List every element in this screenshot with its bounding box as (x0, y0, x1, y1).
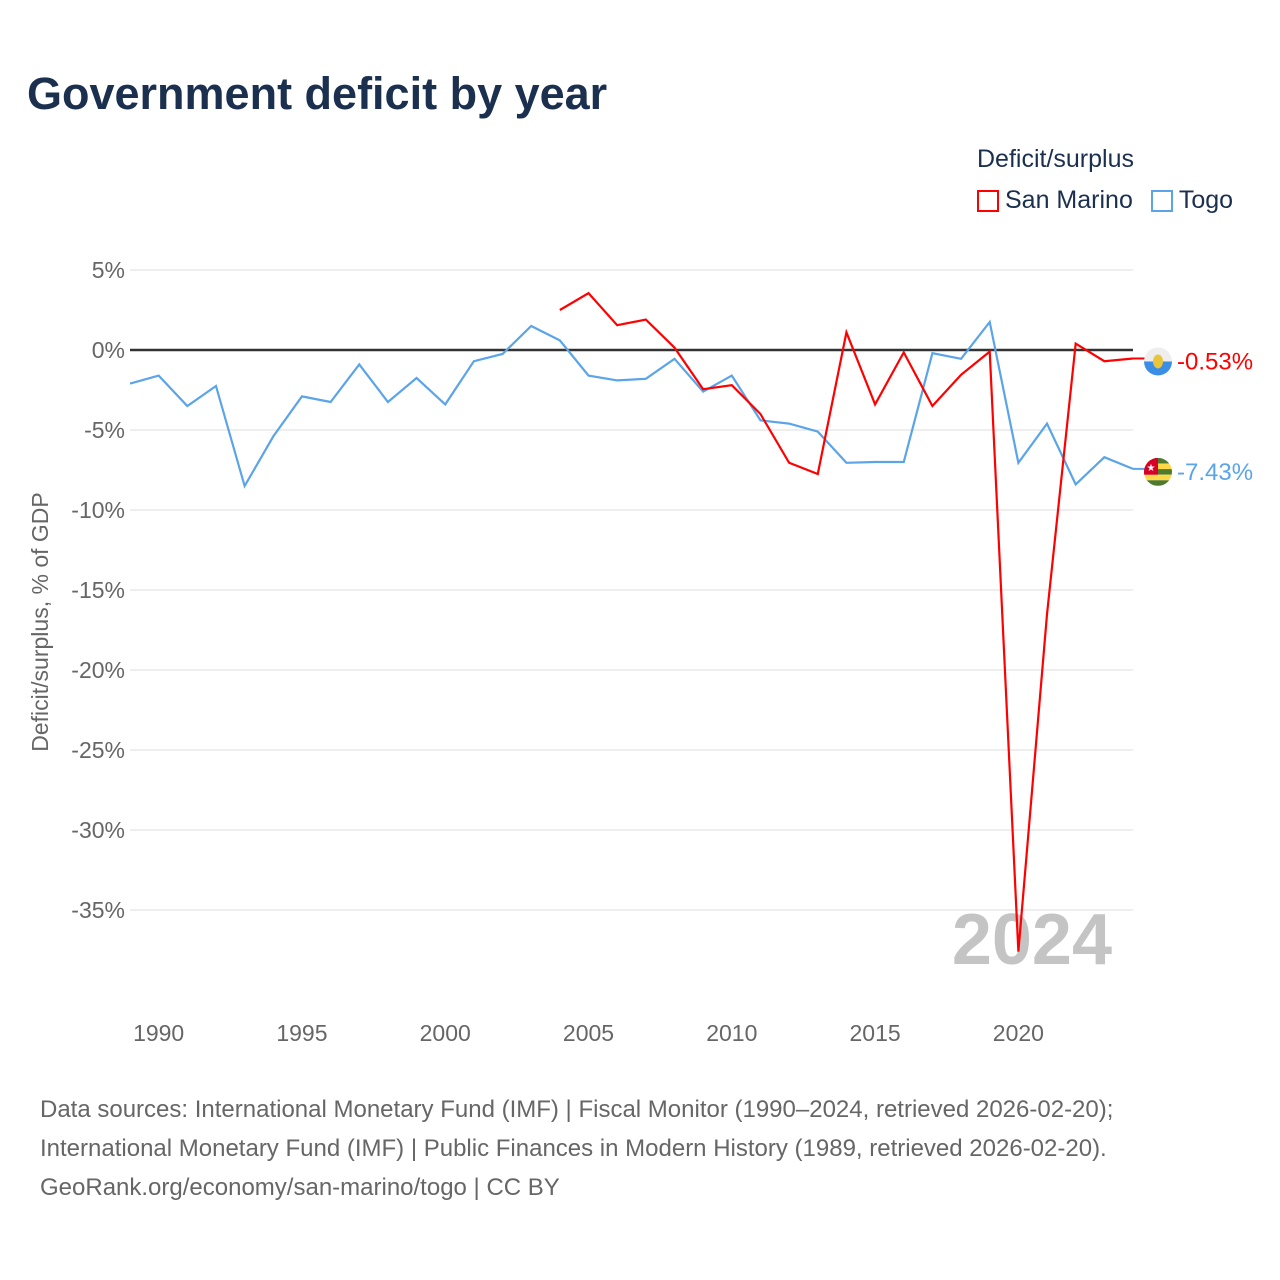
y-tick-label: 5% (92, 257, 125, 283)
source-line: International Monetary Fund (IMF) | Publ… (40, 1135, 1107, 1162)
y-tick-label: -10% (71, 497, 125, 523)
legend-swatch-togo (1150, 189, 1173, 212)
y-tick-label: 0% (92, 337, 125, 363)
legend-item-togo[interactable]: Togo (1150, 186, 1234, 215)
x-tick-label: 2020 (993, 1020, 1044, 1046)
x-tick-label: 2015 (849, 1020, 900, 1046)
y-tick-label: -5% (84, 417, 125, 443)
x-tick-label: 2000 (420, 1020, 471, 1046)
footer: Data sources: International Monetary Fun… (40, 1090, 1113, 1207)
legend-item-san-marino[interactable]: San Marino (977, 186, 1133, 215)
legend-label: Togo (1178, 186, 1234, 214)
svg-text:★: ★ (1147, 463, 1156, 474)
series-line-san-marino (559, 291, 1134, 952)
x-tick-label: 2010 (706, 1020, 757, 1046)
chart-title: Government deficit by year (27, 68, 608, 119)
attribution-link[interactable]: GeoRank.org/economy/san-marino/togo | CC… (40, 1174, 560, 1201)
togo-flag-icon: ★ (1144, 457, 1172, 486)
y-tick-label: -35% (71, 897, 125, 923)
end-value-label: -7.43% (1177, 459, 1253, 486)
x-tick-label: 2005 (563, 1020, 614, 1046)
y-tick-label: -15% (71, 577, 125, 603)
legend-label: San Marino (1005, 186, 1133, 214)
x-tick-label: 1990 (133, 1020, 184, 1046)
san-marino-flag-icon (1144, 347, 1172, 376)
legend: San Marino Togo (977, 186, 1233, 215)
y-axis-label: Deficit/surplus, % of GDP (27, 492, 53, 751)
y-tick-label: -30% (71, 817, 125, 843)
year-watermark: 2024 (952, 900, 1112, 980)
legend-title: Deficit/surplus (977, 145, 1134, 173)
y-tick-label: -25% (71, 737, 125, 763)
source-line: Data sources: International Monetary Fun… (40, 1096, 1114, 1123)
end-value-label: -0.53% (1177, 348, 1253, 375)
series-line-togo (129, 319, 1134, 489)
y-tick-label: -20% (71, 657, 125, 683)
legend-swatch-san-marino (977, 189, 999, 212)
x-tick-label: 1995 (276, 1020, 327, 1046)
